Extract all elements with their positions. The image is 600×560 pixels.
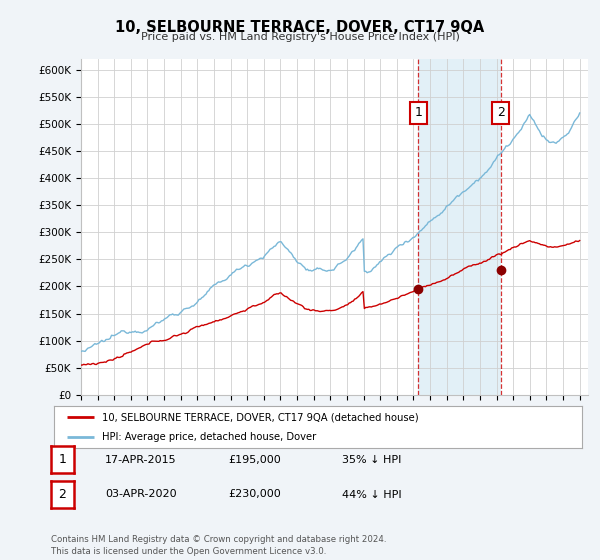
Text: 2: 2 (58, 488, 67, 501)
Text: Price paid vs. HM Land Registry's House Price Index (HPI): Price paid vs. HM Land Registry's House … (140, 32, 460, 43)
Bar (418, 59, 501, 395)
Text: 35% ↓ HPI: 35% ↓ HPI (342, 455, 401, 465)
Text: Contains HM Land Registry data © Crown copyright and database right 2024.
This d: Contains HM Land Registry data © Crown c… (51, 535, 386, 556)
Text: 2: 2 (497, 106, 505, 119)
Text: 1: 1 (415, 106, 422, 119)
Text: 03-APR-2020: 03-APR-2020 (105, 489, 176, 500)
Text: £230,000: £230,000 (228, 489, 281, 500)
Text: 1: 1 (58, 453, 67, 466)
Text: 10, SELBOURNE TERRACE, DOVER, CT17 9QA (detached house): 10, SELBOURNE TERRACE, DOVER, CT17 9QA (… (101, 412, 418, 422)
Text: HPI: Average price, detached house, Dover: HPI: Average price, detached house, Dove… (101, 432, 316, 442)
Text: 10, SELBOURNE TERRACE, DOVER, CT17 9QA: 10, SELBOURNE TERRACE, DOVER, CT17 9QA (115, 20, 485, 35)
Text: 17-APR-2015: 17-APR-2015 (105, 455, 176, 465)
Text: 44% ↓ HPI: 44% ↓ HPI (342, 489, 401, 500)
Text: £195,000: £195,000 (228, 455, 281, 465)
